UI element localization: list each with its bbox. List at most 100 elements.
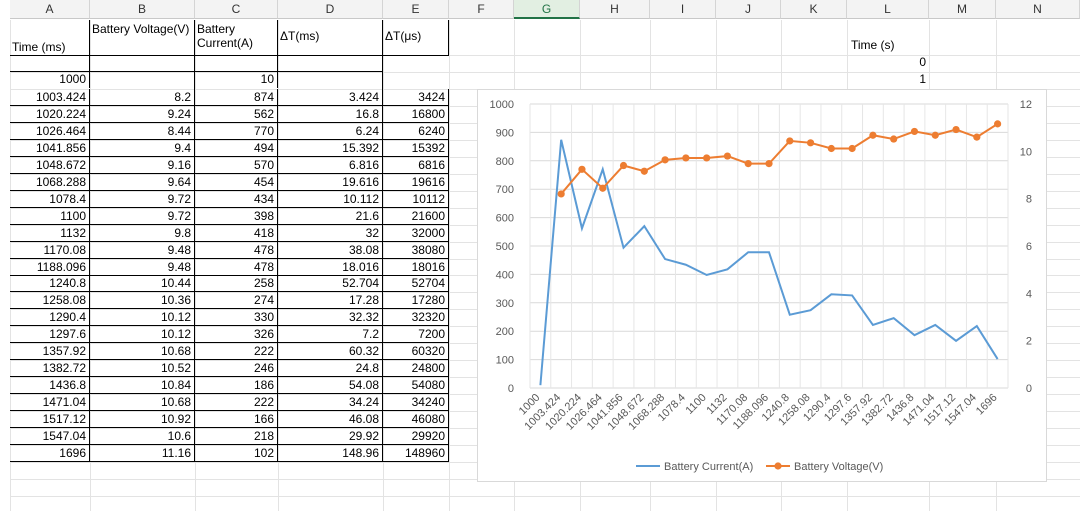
blank-cell[interactable] bbox=[278, 72, 383, 89]
cell-dt-ms[interactable]: 19.616 bbox=[278, 174, 383, 191]
cell-dt-us[interactable]: 21600 bbox=[383, 208, 449, 225]
cell-time[interactable]: 1471.04 bbox=[10, 394, 90, 411]
cell-current[interactable]: 770 bbox=[195, 123, 278, 140]
cell-voltage[interactable]: 9.48 bbox=[90, 242, 195, 259]
cell-dt-ms[interactable]: 29.92 bbox=[278, 428, 383, 445]
cell-time[interactable]: 1078.4 bbox=[10, 191, 90, 208]
cell-dt-us[interactable]: 10112 bbox=[383, 191, 449, 208]
cell-dt-ms[interactable]: 24.8 bbox=[278, 360, 383, 377]
cell-time[interactable]: 1170.08 bbox=[10, 242, 90, 259]
cell-time[interactable]: 1696 bbox=[10, 445, 90, 462]
cell-voltage[interactable]: 8.44 bbox=[90, 123, 195, 140]
blank-cell[interactable] bbox=[90, 56, 195, 72]
cell-dt-ms[interactable]: 46.08 bbox=[278, 411, 383, 428]
row-number[interactable] bbox=[0, 479, 8, 495]
row-number[interactable] bbox=[0, 309, 8, 325]
cell-voltage[interactable]: 9.24 bbox=[90, 106, 195, 123]
cell-time[interactable]: 1517.12 bbox=[10, 411, 90, 428]
cell-time[interactable]: 1290.4 bbox=[10, 309, 90, 326]
cell-dt-us[interactable]: 29920 bbox=[383, 428, 449, 445]
cell-dt-us[interactable]: 60320 bbox=[383, 343, 449, 360]
cell-voltage[interactable]: 10.68 bbox=[90, 394, 195, 411]
row-number[interactable] bbox=[0, 140, 8, 156]
row-number[interactable] bbox=[0, 123, 8, 139]
cell-dt-ms[interactable]: 10.112 bbox=[278, 191, 383, 208]
cell-dt-ms[interactable]: 6.816 bbox=[278, 157, 383, 174]
cell-dt-ms[interactable]: 32 bbox=[278, 225, 383, 242]
cell-current[interactable]: 166 bbox=[195, 411, 278, 428]
cell-current[interactable]: 494 bbox=[195, 140, 278, 157]
cell-current-first[interactable]: 10 bbox=[195, 72, 278, 88]
cell-current[interactable]: 398 bbox=[195, 208, 278, 225]
row-number[interactable] bbox=[0, 191, 8, 207]
row-number[interactable] bbox=[0, 394, 8, 410]
cell-dt-ms[interactable]: 38.08 bbox=[278, 242, 383, 259]
row-number[interactable] bbox=[0, 72, 8, 88]
cell-current[interactable]: 222 bbox=[195, 343, 278, 360]
cell-current[interactable]: 222 bbox=[195, 394, 278, 411]
cell-time[interactable]: 1547.04 bbox=[10, 428, 90, 445]
column-header-i[interactable]: I bbox=[650, 0, 716, 19]
cell-time[interactable]: 1240.8 bbox=[10, 275, 90, 292]
cell-time[interactable]: 1357.92 bbox=[10, 343, 90, 360]
cell-dt-us[interactable]: 6816 bbox=[383, 157, 449, 174]
cell-voltage[interactable]: 9.48 bbox=[90, 259, 195, 276]
header-time[interactable]: Time (ms) bbox=[10, 20, 90, 56]
cell-dt-us[interactable]: 18016 bbox=[383, 259, 449, 276]
column-header-l[interactable]: L bbox=[847, 0, 929, 19]
row-number[interactable] bbox=[0, 326, 8, 342]
row-number[interactable] bbox=[0, 275, 8, 291]
cell-dt-us[interactable]: 15392 bbox=[383, 140, 449, 157]
cell-voltage[interactable]: 10.12 bbox=[90, 309, 195, 326]
row-number[interactable] bbox=[0, 462, 8, 478]
cell-current[interactable]: 102 bbox=[195, 445, 278, 462]
cell-dt-ms[interactable]: 148.96 bbox=[278, 445, 383, 462]
cell-dt-us[interactable]: 16800 bbox=[383, 106, 449, 123]
cell-dt-us[interactable]: 52704 bbox=[383, 275, 449, 292]
cell-dt-us[interactable]: 24800 bbox=[383, 360, 449, 377]
cell-current[interactable]: 478 bbox=[195, 242, 278, 259]
cell-dt-us[interactable]: 17280 bbox=[383, 292, 449, 309]
cell-dt-us[interactable]: 46080 bbox=[383, 411, 449, 428]
cell-voltage[interactable]: 10.12 bbox=[90, 326, 195, 343]
column-header-a[interactable]: A bbox=[10, 0, 90, 19]
cell-time[interactable]: 1132 bbox=[10, 225, 90, 242]
column-header-c[interactable]: C bbox=[195, 0, 278, 19]
row-number[interactable] bbox=[0, 259, 8, 275]
cell-dt-ms[interactable]: 21.6 bbox=[278, 208, 383, 225]
blank-cell[interactable] bbox=[90, 72, 195, 89]
cell-time[interactable]: 1020.224 bbox=[10, 106, 90, 123]
cell-current[interactable]: 454 bbox=[195, 174, 278, 191]
header-time-s[interactable]: Time (s) bbox=[851, 38, 895, 52]
cell-voltage[interactable]: 10.52 bbox=[90, 360, 195, 377]
cell-dt-ms[interactable]: 16.8 bbox=[278, 106, 383, 123]
cell-dt-us[interactable]: 3424 bbox=[383, 89, 449, 106]
row-number[interactable] bbox=[0, 106, 8, 122]
cell-voltage[interactable]: 10.84 bbox=[90, 377, 195, 394]
blank-cell[interactable] bbox=[278, 56, 383, 72]
row-number[interactable] bbox=[0, 157, 8, 173]
cell-voltage[interactable]: 9.4 bbox=[90, 140, 195, 157]
cell-time[interactable]: 1026.464 bbox=[10, 123, 90, 140]
cell-voltage[interactable]: 9.72 bbox=[90, 191, 195, 208]
cell-dt-us[interactable]: 32000 bbox=[383, 225, 449, 242]
cell-dt-us[interactable]: 148960 bbox=[383, 445, 449, 462]
time-s-value[interactable]: 1 bbox=[919, 71, 926, 86]
row-number[interactable] bbox=[0, 411, 8, 427]
cell-current[interactable]: 562 bbox=[195, 106, 278, 123]
cell-time[interactable]: 1436.8 bbox=[10, 377, 90, 394]
cell-current[interactable]: 274 bbox=[195, 292, 278, 309]
cell-time[interactable]: 1258.08 bbox=[10, 292, 90, 309]
cell-dt-ms[interactable]: 52.704 bbox=[278, 275, 383, 292]
cell-dt-ms[interactable]: 54.08 bbox=[278, 377, 383, 394]
cell-time[interactable]: 1100 bbox=[10, 208, 90, 225]
header-dt-us[interactable]: ΔT(μs) bbox=[383, 20, 449, 56]
column-header-k[interactable]: K bbox=[781, 0, 847, 19]
cell-voltage[interactable]: 11.16 bbox=[90, 445, 195, 462]
cell-dt-ms[interactable]: 32.32 bbox=[278, 309, 383, 326]
row-number[interactable] bbox=[0, 445, 8, 461]
cell-dt-us[interactable]: 19616 bbox=[383, 174, 449, 191]
cell-voltage[interactable]: 9.16 bbox=[90, 157, 195, 174]
row-number[interactable] bbox=[0, 377, 8, 393]
cell-dt-us[interactable]: 6240 bbox=[383, 123, 449, 140]
